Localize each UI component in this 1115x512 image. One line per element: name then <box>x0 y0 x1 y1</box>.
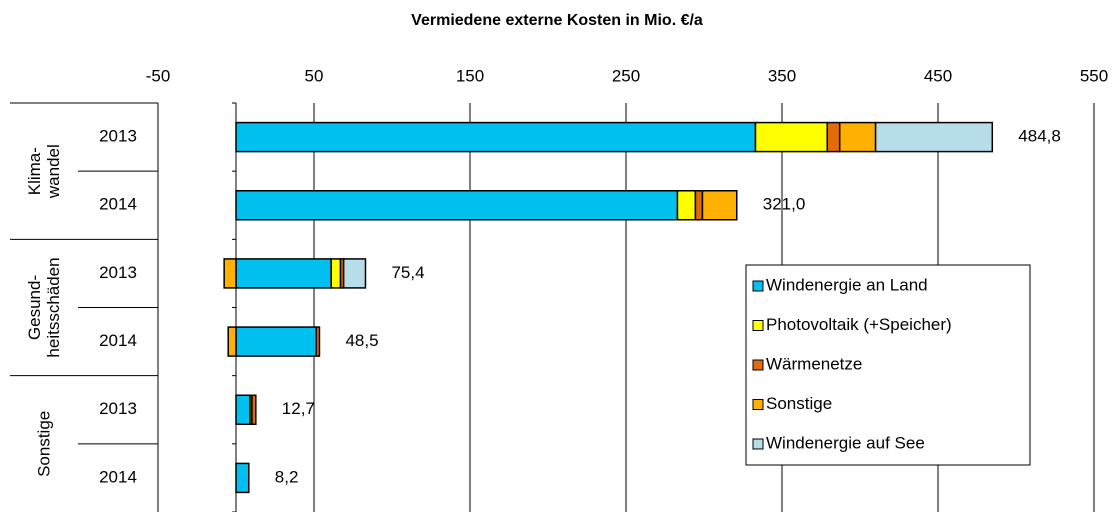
bar-segment <box>235 258 332 289</box>
x-tick-label: 150 <box>456 66 484 85</box>
total-label: 75,4 <box>391 263 424 282</box>
x-tick-label: 450 <box>924 66 952 85</box>
bar-segment <box>235 462 250 494</box>
bar-segment <box>701 190 738 221</box>
total-label: 8,2 <box>275 467 299 486</box>
group-label: wandel <box>44 144 63 199</box>
y-tick-label: 2014 <box>99 331 137 350</box>
bar-segment <box>342 258 367 289</box>
legend-label: Windenergie an Land <box>766 275 928 294</box>
total-label: 12,7 <box>282 399 315 418</box>
y-tick-label: 2013 <box>99 263 137 282</box>
group-label: Gesund- <box>25 275 44 340</box>
bar-segment <box>251 394 257 425</box>
legend-label: Photovoltaik (+Speicher) <box>766 315 952 334</box>
y-tick-label: 2014 <box>99 195 137 214</box>
bar-segment <box>826 121 841 153</box>
bar-segment <box>235 394 251 425</box>
legend-swatch <box>752 359 764 371</box>
bar-segment <box>838 121 877 153</box>
x-tick-label: 350 <box>768 66 796 85</box>
bar-segment <box>694 190 704 221</box>
legend-label: Wärmenetze <box>766 354 862 373</box>
y-tick-label: 2013 <box>99 399 137 418</box>
y-tick-label: 2014 <box>99 467 137 486</box>
bar-segment <box>227 326 237 357</box>
bar-segment <box>754 121 828 153</box>
group-label: Sonstige <box>34 411 53 477</box>
x-tick-label: 50 <box>305 66 324 85</box>
group-label: heitsschäden <box>44 257 63 357</box>
bar-segment <box>223 258 237 289</box>
total-label: 48,5 <box>345 331 378 350</box>
y-tick-label: 2013 <box>99 127 137 146</box>
group-label: Klima- <box>25 147 44 195</box>
legend-label: Sonstige <box>766 394 832 413</box>
legend-label: Windenergie auf See <box>766 433 925 452</box>
legend-swatch <box>752 399 764 410</box>
bar-segment <box>235 190 679 221</box>
x-tick-label: 250 <box>612 66 640 85</box>
legend-swatch <box>752 438 764 450</box>
x-tick-label: 550 <box>1080 66 1108 85</box>
total-label: 321,0 <box>763 195 806 214</box>
total-label: 484,8 <box>1018 127 1061 146</box>
bar-segment <box>874 121 994 153</box>
bar-segment <box>235 121 757 153</box>
bar-segment <box>315 326 321 357</box>
legend-swatch <box>752 280 764 292</box>
legend-box <box>745 264 1031 466</box>
bar-segment <box>330 258 342 289</box>
x-tick-label: -50 <box>146 66 171 85</box>
legend-swatch <box>752 320 764 331</box>
bar-segment <box>676 190 697 221</box>
chart-title: Vermiedene externe Kosten in Mio. €/a <box>411 12 703 29</box>
bar-segment <box>235 326 318 357</box>
